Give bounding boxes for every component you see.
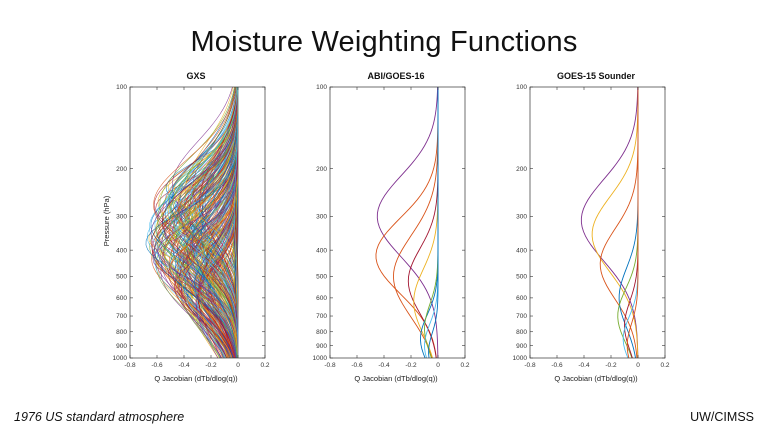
svg-text:-0.8: -0.8 xyxy=(524,362,536,369)
svg-text:1000: 1000 xyxy=(313,355,328,362)
panel-title-goes15: GOES-15 Sounder xyxy=(556,71,636,81)
svg-text:900: 900 xyxy=(116,343,127,350)
svg-text:0: 0 xyxy=(436,362,440,369)
svg-text:800: 800 xyxy=(516,329,527,336)
gxs-plot: -0.8 -0.6 -0.4 -0.2 0 0.2 100 200 300 400 500 600 70… xyxy=(113,84,270,369)
svg-text:500: 500 xyxy=(116,274,127,281)
svg-text:-0.2: -0.2 xyxy=(405,362,417,369)
svg-text:300: 300 xyxy=(316,213,327,220)
svg-text:400: 400 xyxy=(116,247,127,254)
svg-text:700: 700 xyxy=(516,313,527,320)
panel-gxs: GXS -0.8 -0.6 -0.4 -0.2 0 0.2 100 200 300 400 500 6… xyxy=(96,70,296,383)
panel-title-gxs: GXS xyxy=(186,71,206,81)
svg-text:0.2: 0.2 xyxy=(660,362,669,369)
slide-title: Moisture Weighting Functions xyxy=(190,26,578,58)
svg-text:800: 800 xyxy=(316,329,327,336)
panel-abi-goes16: ABI/GOES-16 -0.8 -0.6 -0.4 -0.2 0 0.2 100 200 30… xyxy=(296,70,496,383)
abi-goes16-plot: -0.8 -0.6 -0.4 -0.2 0 0.2 100 200 300 400 500 600 70… xyxy=(313,84,470,369)
svg-text:0: 0 xyxy=(236,362,240,369)
goes15-sounder-plot: -0.8 -0.6 -0.4 -0.2 0 0.2 100 200 300 400 500 600 70… xyxy=(513,84,670,369)
x-axis-label-gxs: Q Jacobian (dTb/dlog(q)) xyxy=(154,374,238,383)
svg-text:700: 700 xyxy=(116,313,127,320)
svg-text:400: 400 xyxy=(316,247,327,254)
svg-text:600: 600 xyxy=(116,295,127,302)
footnote-atmosphere: 1976 US standard atmosphere xyxy=(14,410,185,424)
svg-text:1000: 1000 xyxy=(113,355,128,362)
svg-text:-0.2: -0.2 xyxy=(205,362,217,369)
panel-title-abi: ABI/GOES-16 xyxy=(367,71,425,81)
svg-text:200: 200 xyxy=(116,166,127,173)
svg-text:500: 500 xyxy=(316,274,327,281)
svg-text:-0.4: -0.4 xyxy=(178,362,190,369)
svg-text:400: 400 xyxy=(516,247,527,254)
charts-row: GXS -0.8 -0.6 -0.4 -0.2 0 0.2 100 200 300 400 500 6… xyxy=(96,70,696,383)
x-axis-label-goes15: Q Jacobian (dTb/dlog(q)) xyxy=(554,374,638,383)
svg-text:200: 200 xyxy=(516,166,527,173)
svg-text:0: 0 xyxy=(636,362,640,369)
svg-text:300: 300 xyxy=(116,213,127,220)
svg-text:0.2: 0.2 xyxy=(460,362,469,369)
y-axis-label: Pressure (hPa) xyxy=(102,195,111,247)
svg-text:-0.6: -0.6 xyxy=(151,362,163,369)
svg-text:0.2: 0.2 xyxy=(260,362,269,369)
credit-uw-cimss: UW/CIMSS xyxy=(690,410,754,424)
svg-text:100: 100 xyxy=(516,84,527,91)
svg-text:-0.8: -0.8 xyxy=(324,362,336,369)
svg-text:-0.4: -0.4 xyxy=(578,362,590,369)
svg-text:800: 800 xyxy=(116,329,127,336)
svg-text:500: 500 xyxy=(516,274,527,281)
svg-text:-0.2: -0.2 xyxy=(605,362,617,369)
svg-text:300: 300 xyxy=(516,213,527,220)
svg-text:900: 900 xyxy=(516,343,527,350)
svg-text:900: 900 xyxy=(316,343,327,350)
svg-text:700: 700 xyxy=(316,313,327,320)
svg-text:-0.8: -0.8 xyxy=(124,362,136,369)
x-axis-label-abi: Q Jacobian (dTb/dlog(q)) xyxy=(354,374,438,383)
svg-text:1000: 1000 xyxy=(513,355,528,362)
svg-text:100: 100 xyxy=(316,84,327,91)
panel-goes15-sounder: GOES-15 Sounder -0.8 -0.6 -0.4 -0.2 0 0.2 100 2… xyxy=(496,70,696,383)
svg-text:600: 600 xyxy=(316,295,327,302)
svg-text:200: 200 xyxy=(316,166,327,173)
svg-text:100: 100 xyxy=(116,84,127,91)
svg-text:-0.4: -0.4 xyxy=(378,362,390,369)
svg-text:-0.6: -0.6 xyxy=(551,362,563,369)
svg-text:600: 600 xyxy=(516,295,527,302)
svg-text:-0.6: -0.6 xyxy=(351,362,363,369)
